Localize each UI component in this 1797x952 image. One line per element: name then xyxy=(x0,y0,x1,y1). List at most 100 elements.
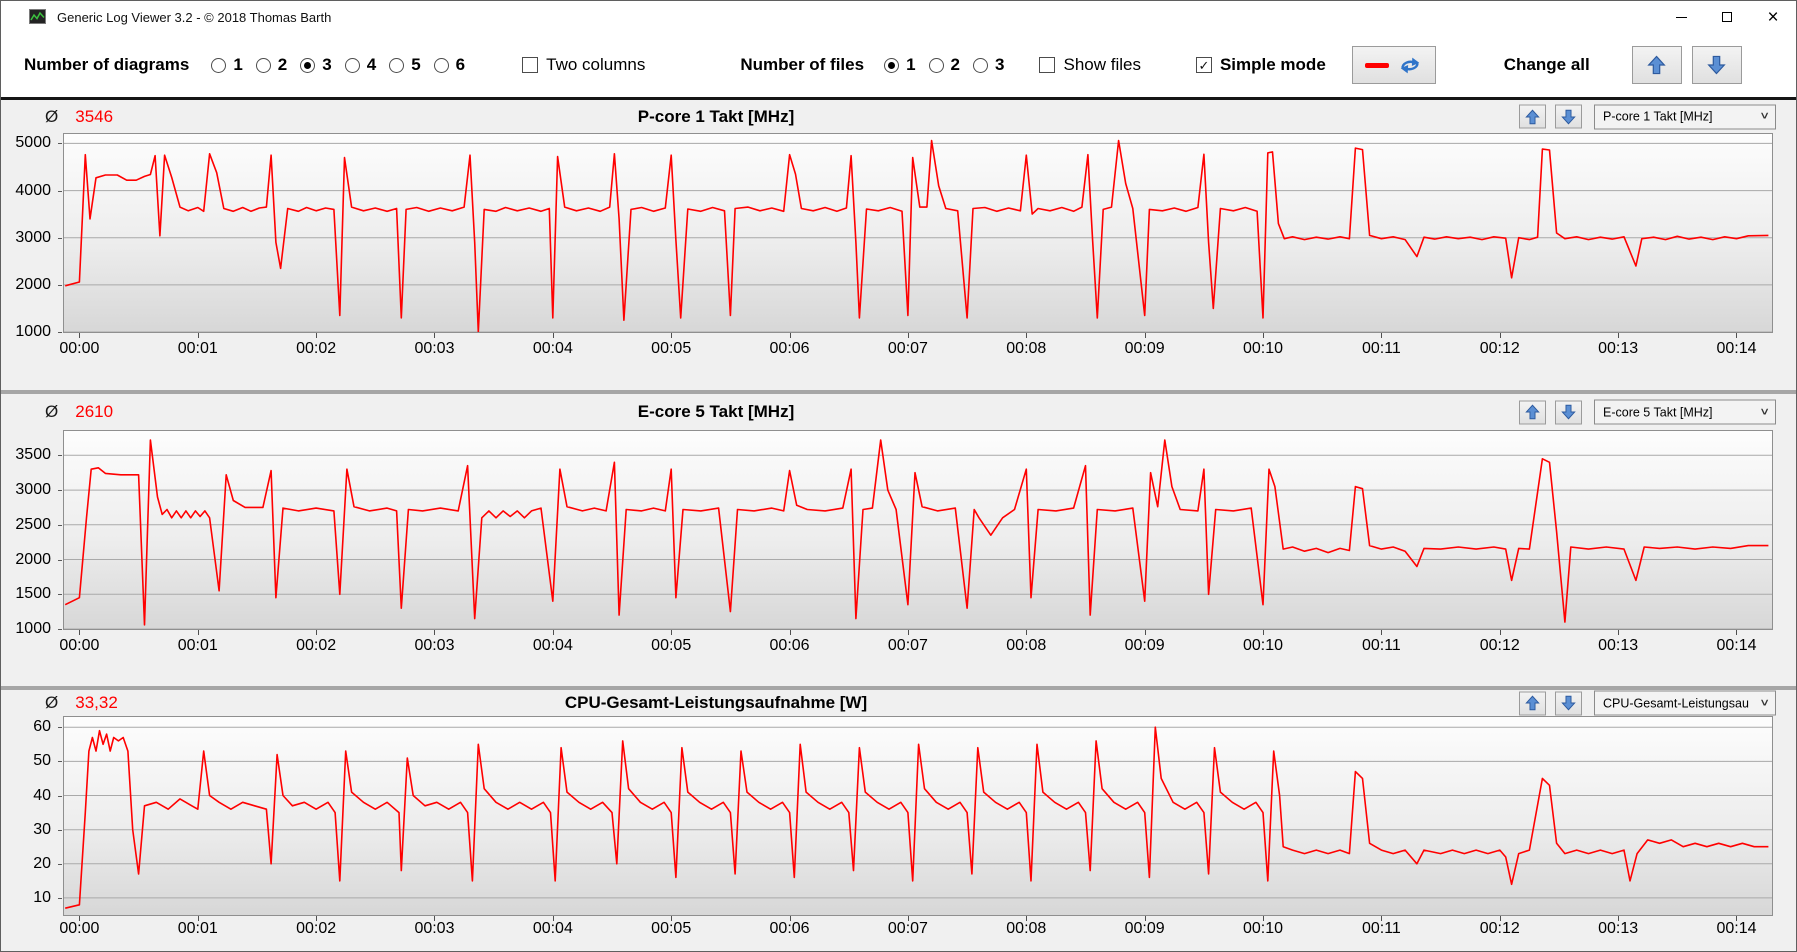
show-files-checkbox[interactable]: Show files xyxy=(1039,55,1141,75)
series-select-dropdown[interactable]: CPU-Gesamt-Leistungsau ∨ xyxy=(1594,690,1776,716)
x-tick-mark xyxy=(1736,630,1738,635)
files-radio-1[interactable]: 1 xyxy=(884,55,916,75)
x-tick-label: 00:06 xyxy=(769,920,810,937)
number-of-files-label: Number of files xyxy=(740,55,865,74)
x-tick-mark xyxy=(671,630,673,635)
plot-row: 5000 4000 3000 2000 1000 xyxy=(1,133,1796,340)
chart-panel-cpu-power: Ø 33,32 CPU-Gesamt-Leistungsaufnahme [W]… xyxy=(1,686,1796,951)
diagrams-radio-6[interactable]: 6 xyxy=(433,55,465,75)
x-tick-label: 00:13 xyxy=(1598,920,1639,937)
x-tick-mark xyxy=(1499,630,1501,635)
y-tick-label: 1500 xyxy=(15,585,51,603)
series-down-button[interactable] xyxy=(1555,691,1582,715)
x-tick-label: 00:03 xyxy=(414,340,455,357)
change-all-down-button[interactable] xyxy=(1691,46,1742,84)
series-down-button[interactable] xyxy=(1555,104,1582,129)
y-tick-label: 5000 xyxy=(15,134,51,152)
y-tick-label: 3500 xyxy=(15,446,51,464)
y-tick-mark xyxy=(58,237,62,239)
x-tick-label: 00:09 xyxy=(1124,920,1165,937)
y-tick-label: 60 xyxy=(33,718,51,736)
average-readout: Ø 33,32 xyxy=(45,693,118,713)
x-tick-label: 00:11 xyxy=(1361,340,1401,357)
minimize-icon xyxy=(1675,16,1687,18)
maximize-button[interactable] xyxy=(1704,1,1750,33)
x-tick-label: 00:11 xyxy=(1361,920,1401,937)
minimize-button[interactable] xyxy=(1658,1,1704,33)
x-tick-label: 00:03 xyxy=(414,637,455,654)
series-select-value: P-core 1 Takt [MHz] xyxy=(1603,109,1713,124)
arrow-down-icon xyxy=(1561,404,1576,420)
simple-mode-checkbox[interactable]: ✓ Simple mode xyxy=(1195,55,1326,75)
y-tick-mark xyxy=(58,490,62,492)
x-tick-mark xyxy=(1026,333,1028,338)
radio-icon xyxy=(928,57,944,73)
x-tick-label: 00:00 xyxy=(59,340,100,357)
chart-controls: E-core 5 Takt [MHz] ∨ xyxy=(1519,399,1776,425)
x-tick-label: 00:10 xyxy=(1243,637,1284,654)
x-tick-label: 00:05 xyxy=(651,340,692,357)
close-button[interactable]: × xyxy=(1750,1,1796,33)
series-down-button[interactable] xyxy=(1555,400,1582,424)
two-columns-checkbox[interactable]: Two columns xyxy=(522,55,645,75)
x-tick-mark xyxy=(1026,630,1028,635)
series-select-dropdown[interactable]: E-core 5 Takt [MHz] ∨ xyxy=(1594,399,1776,425)
y-tick-label: 40 xyxy=(33,786,51,804)
radio-icon xyxy=(389,57,405,73)
checkbox-icon: ✓ xyxy=(1195,57,1212,73)
x-tick-label: 00:04 xyxy=(532,637,573,654)
x-tick-mark xyxy=(197,916,199,921)
x-tick-label: 00:07 xyxy=(887,637,928,654)
x-tick-mark xyxy=(1381,916,1383,921)
title-bar: Generic Log Viewer 3.2 - © 2018 Thomas B… xyxy=(1,1,1796,33)
arrow-down-icon xyxy=(1561,695,1576,711)
x-tick-mark xyxy=(434,916,436,921)
series-up-button[interactable] xyxy=(1519,104,1546,129)
radio-icon xyxy=(433,57,449,73)
y-axis-labels: 5000 4000 3000 2000 1000 xyxy=(1,134,63,340)
average-value: 3546 xyxy=(75,106,114,126)
y-tick-mark xyxy=(58,863,62,865)
app-logo-icon xyxy=(29,9,47,25)
series-up-button[interactable] xyxy=(1519,691,1546,715)
x-tick-mark xyxy=(79,333,81,338)
y-tick-label: 20 xyxy=(33,854,51,872)
series-up-button[interactable] xyxy=(1519,400,1546,424)
x-tick-mark xyxy=(907,333,909,338)
diagrams-radio-5[interactable]: 5 xyxy=(389,55,421,75)
arrow-up-icon xyxy=(1525,109,1540,124)
toolbar: Number of diagrams 1 2 3 4 5 6 Two colum… xyxy=(1,33,1796,97)
arrow-down-icon xyxy=(1561,109,1576,124)
diagrams-radio-4[interactable]: 4 xyxy=(344,55,376,75)
x-tick-mark xyxy=(1144,630,1146,635)
x-tick-label: 00:05 xyxy=(651,637,692,654)
y-tick-mark xyxy=(58,594,62,596)
series-select-dropdown[interactable]: P-core 1 Takt [MHz] ∨ xyxy=(1594,104,1776,129)
average-readout: Ø 3546 xyxy=(45,107,113,127)
x-tick-label: 00:13 xyxy=(1598,340,1639,357)
line-color-swap-button[interactable] xyxy=(1351,46,1436,84)
plot-area xyxy=(63,133,1773,333)
x-tick-label: 00:12 xyxy=(1479,920,1520,937)
x-tick-label: 00:10 xyxy=(1243,920,1284,937)
radio-icon xyxy=(300,57,316,73)
y-axis-labels: 3500 3000 2500 2000 1500 1000 xyxy=(1,431,63,637)
files-radio-3[interactable]: 3 xyxy=(973,55,1004,75)
x-tick-label: 00:01 xyxy=(177,340,218,357)
x-axis-labels: 00:00 00:01 00:02 00:03 00:04 00:05 00:06 00:07… xyxy=(1,630,1796,664)
diagrams-radio-1[interactable]: 1 xyxy=(211,55,243,75)
y-tick-mark xyxy=(58,727,62,729)
radio-icon xyxy=(973,57,989,73)
diagrams-radio-2[interactable]: 2 xyxy=(255,55,287,75)
x-tick-label: 00:14 xyxy=(1716,340,1757,357)
diagrams-radio-3[interactable]: 3 xyxy=(300,55,332,75)
checkbox-icon xyxy=(522,57,539,73)
window-controls: × xyxy=(1658,1,1796,33)
x-tick-mark xyxy=(1144,916,1146,921)
chevron-down-icon: ∨ xyxy=(1758,406,1770,418)
y-tick-mark xyxy=(58,829,62,831)
x-tick-label: 00:09 xyxy=(1124,340,1165,357)
change-all-up-button[interactable] xyxy=(1631,46,1682,84)
files-radio-2[interactable]: 2 xyxy=(928,55,960,75)
x-tick-mark xyxy=(79,916,81,921)
